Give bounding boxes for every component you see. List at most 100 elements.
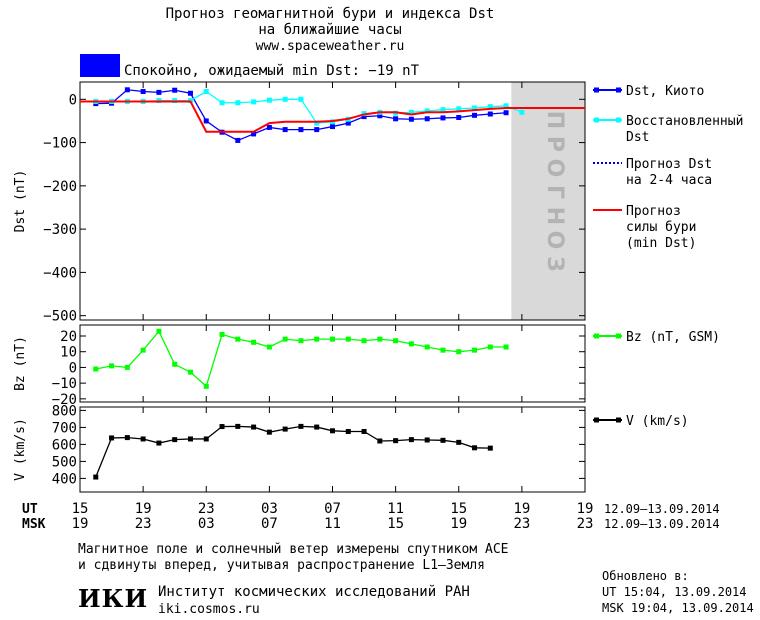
data-point [140, 89, 146, 95]
legend-label: V (km/s) [626, 414, 689, 429]
legend-marker [616, 417, 621, 423]
legend-marker [616, 333, 621, 339]
institute-name: Институт космических исследований РАН [158, 584, 470, 600]
y-tick-label: 20 [60, 329, 77, 345]
ut-tick-label: 15 [72, 501, 89, 517]
legend-label: Восстановленный [626, 114, 743, 129]
data-point [124, 87, 130, 93]
data-point [377, 336, 383, 342]
panel-frame [79, 406, 586, 493]
forecast-label-letter: З [542, 256, 567, 272]
y-tick-label: 700 [52, 420, 77, 436]
data-point [472, 105, 478, 111]
ut-tick-label: 03 [261, 501, 278, 517]
data-point [282, 336, 288, 342]
y-tick-label: −20 [52, 392, 77, 408]
y-tick-label: 600 [52, 437, 77, 453]
data-point [156, 89, 162, 95]
data-point [298, 338, 304, 344]
data-point [140, 347, 146, 353]
msk-label: MSK [22, 517, 46, 532]
data-point [393, 116, 399, 122]
series-line [95, 425, 491, 478]
data-point [124, 364, 130, 370]
status-color-box [80, 54, 120, 77]
data-point [440, 347, 446, 353]
forecast-label-letter: Н [542, 207, 567, 225]
data-point [519, 109, 525, 115]
data-point [424, 108, 430, 114]
data-point [298, 423, 304, 429]
data-point [345, 120, 351, 126]
data-point [219, 424, 225, 430]
data-point [187, 90, 193, 96]
data-point [109, 363, 115, 369]
data-point [345, 428, 351, 434]
legend-label: Bz (nT, GSM) [626, 330, 720, 345]
data-point [487, 104, 493, 110]
data-point [251, 131, 257, 137]
updated-label: Обновлено в: [602, 569, 689, 583]
y-tick-label: −100 [43, 136, 77, 152]
y-tick-label: −200 [43, 179, 77, 195]
data-point [424, 344, 430, 350]
ut-tick-label: 19 [577, 501, 594, 517]
y-tick-label: −300 [43, 222, 77, 238]
ut-tick-label: 07 [324, 501, 341, 517]
data-point [487, 111, 493, 117]
legend-marker [594, 333, 599, 339]
msk-tick-label: 19 [72, 516, 89, 532]
data-point [203, 89, 209, 95]
data-point [172, 437, 178, 443]
data-point [93, 474, 99, 480]
data-point [361, 338, 367, 344]
data-point [266, 124, 272, 130]
data-point [424, 437, 430, 443]
data-point [472, 445, 478, 451]
legend-label: на 2-4 часа [626, 173, 712, 188]
legend-label: силы бури [626, 220, 696, 235]
chart-title-line1: Прогноз геомагнитной бури и индекса Dst [166, 6, 495, 22]
msk-tick-label: 23 [577, 516, 594, 532]
date-range-ut: 12.09–13.09.2014 [604, 502, 720, 516]
data-point [219, 100, 225, 106]
forecast-label-letter: О [542, 159, 567, 178]
data-point [156, 440, 162, 446]
data-point [251, 424, 257, 430]
legend-marker [594, 417, 599, 423]
series-line [80, 100, 585, 133]
data-point [472, 347, 478, 353]
data-point [235, 423, 241, 429]
data-point [361, 428, 367, 434]
data-point [345, 336, 351, 342]
legend-label: Dst, Киото [626, 84, 704, 99]
msk-tick-label: 03 [198, 516, 215, 532]
data-point [487, 344, 493, 350]
y-tick-label: 0 [69, 92, 77, 108]
ut-label: UT [22, 502, 38, 517]
msk-tick-label: 07 [261, 516, 278, 532]
ut-tick-label: 11 [387, 501, 404, 517]
data-point [172, 361, 178, 367]
data-point [266, 97, 272, 103]
data-point [393, 438, 399, 444]
site-url: www.spaceweather.ru [256, 39, 405, 54]
data-point [266, 344, 272, 350]
ut-tick-label: 19 [135, 501, 152, 517]
data-point [140, 436, 146, 442]
data-point [172, 87, 178, 93]
footnote-line1: Магнитное поле и солнечный ветер измерен… [78, 542, 508, 557]
data-point [109, 435, 115, 441]
data-point [282, 127, 288, 133]
data-point [298, 96, 304, 102]
data-point [330, 428, 335, 434]
msk-tick-label: 15 [387, 516, 404, 532]
data-point [330, 124, 335, 130]
date-range-msk: 12.09–13.09.2014 [604, 517, 720, 531]
data-point [503, 103, 509, 109]
status-text: Спокойно, ожидаемый min Dst: −19 nT [124, 63, 420, 79]
forecast-label-letter: О [542, 231, 567, 250]
footnote-line2: и сдвинуты вперед, учитывая распростране… [78, 558, 485, 573]
data-point [503, 344, 509, 350]
